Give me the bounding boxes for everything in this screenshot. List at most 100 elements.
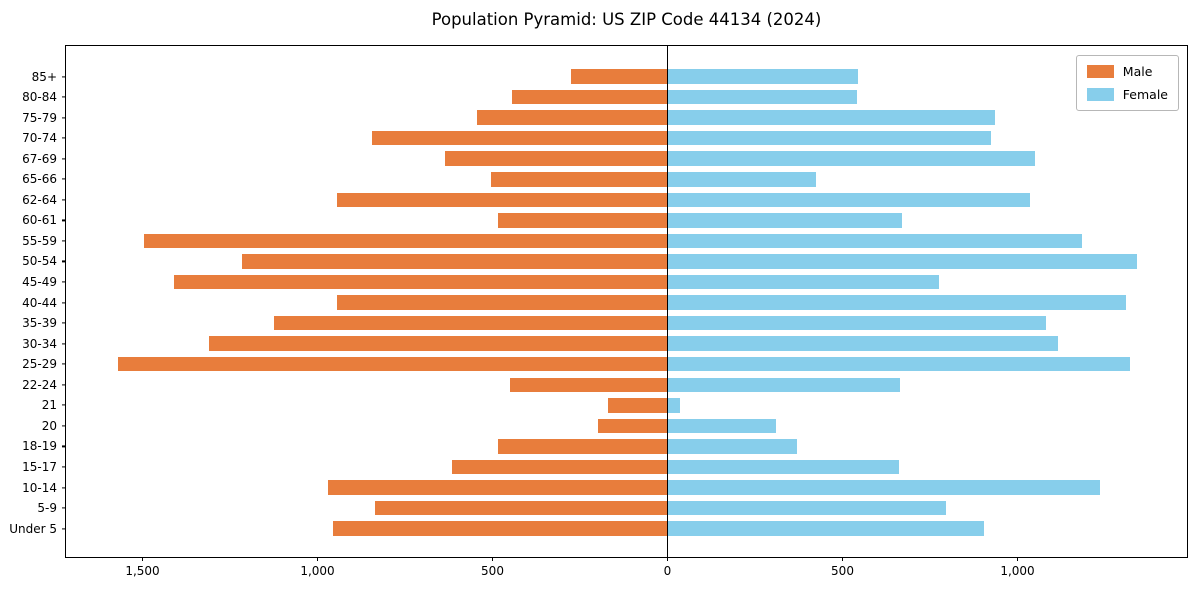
bar-male-60-61 — [497, 213, 668, 228]
xtick-mark-0 — [666, 557, 669, 561]
bar-female-22-24 — [667, 377, 901, 392]
bar-male-75-79 — [476, 110, 668, 125]
bar-male-40-44 — [336, 295, 668, 310]
ytick-label-85: 85+ — [31, 69, 57, 84]
ytick-mark-65-66 — [62, 178, 66, 180]
bar-male-35-39 — [273, 315, 668, 331]
bar-female-25-29 — [667, 356, 1130, 372]
xtick-label-0: 0 — [663, 564, 672, 578]
xtick-mark-1-500 — [141, 557, 144, 561]
bar-male-67-69 — [445, 151, 668, 166]
bar-male-65-66 — [490, 172, 668, 187]
ytick-label-35-39: 35-39 — [22, 316, 57, 331]
bar-male-22-24 — [510, 377, 668, 392]
bar-male-21 — [608, 398, 668, 413]
bar-female-70-74 — [667, 130, 992, 146]
ytick-label-10-14: 10-14 — [22, 480, 57, 495]
ytick-label-25-29: 25-29 — [22, 357, 57, 372]
ytick-mark-62-64 — [62, 199, 66, 201]
bar-female-85 — [667, 69, 859, 84]
ytick-label-60-61: 60-61 — [22, 213, 57, 228]
ytick-mark-55-59 — [62, 240, 66, 242]
ytick-mark-30-34 — [62, 343, 66, 345]
male-color-swatch — [1086, 65, 1114, 78]
ytick-mark-10-14 — [62, 486, 66, 489]
ytick-mark-15-17 — [62, 466, 66, 468]
ytick-label-20: 20 — [41, 418, 57, 433]
ytick-label-50-54: 50-54 — [22, 254, 57, 269]
ytick-label-18-19: 18-19 — [22, 439, 57, 454]
ytick-mark-22-24 — [62, 384, 66, 386]
ytick-mark-40-44 — [62, 301, 66, 304]
bar-male-80-84 — [511, 89, 668, 105]
bar-female-35-39 — [667, 315, 1046, 331]
ytick-label-15-17: 15-17 — [22, 459, 57, 474]
ytick-mark-20 — [62, 425, 66, 427]
xtick-mark-1-000 — [316, 557, 319, 561]
ytick-mark-21 — [62, 404, 66, 406]
ytick-mark-45-49 — [62, 281, 66, 283]
bar-female-55-59 — [667, 233, 1083, 249]
bar-male-15-17 — [452, 459, 668, 475]
ytick-mark-80-84 — [62, 96, 66, 98]
ytick-mark-60-61 — [62, 219, 66, 221]
bar-female-5-9 — [667, 500, 946, 516]
bar-female-30-34 — [667, 336, 1058, 351]
bar-female-50-54 — [667, 254, 1137, 269]
legend-label-male: Male — [1122, 64, 1153, 79]
bar-male-85 — [571, 69, 668, 84]
ytick-label-75-79: 75-79 — [22, 110, 57, 125]
bar-female-10-14 — [667, 480, 1100, 495]
ytick-label-22-24: 22-24 — [22, 377, 57, 392]
bar-female-75-79 — [667, 110, 995, 125]
ytick-label-70-74: 70-74 — [22, 131, 57, 146]
bar-female-15-17 — [667, 459, 899, 475]
ytick-mark-67-69 — [62, 158, 66, 160]
bar-female-20 — [667, 418, 776, 434]
xtick-mark-500 — [491, 557, 494, 561]
bar-female-18-19 — [667, 439, 797, 454]
ytick-label-55-59: 55-59 — [22, 233, 57, 248]
bar-female-80-84 — [667, 89, 857, 105]
bar-male-30-34 — [209, 336, 668, 351]
bar-male-70-74 — [371, 130, 668, 146]
xtick-label-1-000: 1,000 — [1000, 564, 1035, 578]
bar-male-55-59 — [144, 233, 668, 249]
xtick-label-500: 500 — [831, 564, 854, 578]
female-color-swatch — [1086, 88, 1114, 101]
legend-item-female: Female — [1086, 87, 1168, 102]
ytick-mark-25-29 — [62, 363, 66, 365]
bar-male-20 — [597, 418, 668, 434]
bar-female-40-44 — [667, 295, 1126, 310]
bar-male-45-49 — [174, 274, 668, 290]
bar-male-under-5 — [333, 521, 668, 536]
legend-label-female: Female — [1122, 87, 1168, 102]
ytick-label-30-34: 30-34 — [22, 336, 57, 351]
xtick-label-500: 500 — [481, 564, 504, 578]
legend-item-male: Male — [1086, 64, 1168, 79]
xtick-mark-1-000 — [1016, 557, 1019, 561]
bar-female-under-5 — [667, 521, 985, 536]
ytick-label-67-69: 67-69 — [22, 151, 57, 166]
bar-female-45-49 — [667, 274, 939, 290]
ytick-mark-50-54 — [62, 260, 66, 263]
bar-male-50-54 — [242, 254, 668, 269]
ytick-label-40-44: 40-44 — [22, 295, 57, 310]
bar-male-10-14 — [328, 480, 668, 495]
ytick-mark-75-79 — [62, 117, 66, 119]
bar-male-5-9 — [375, 500, 668, 516]
ytick-mark-85 — [62, 75, 66, 78]
bar-female-21 — [667, 398, 680, 413]
chart-title: Population Pyramid: US ZIP Code 44134 (2… — [431, 10, 822, 29]
ytick-label-under-5: Under 5 — [9, 521, 57, 536]
bar-female-67-69 — [667, 151, 1035, 166]
ytick-mark-70-74 — [62, 137, 66, 139]
bar-female-65-66 — [667, 172, 817, 187]
xtick-label-1-000: 1,000 — [300, 564, 335, 578]
bar-male-62-64 — [336, 192, 668, 208]
bar-male-18-19 — [497, 439, 668, 454]
legend: Male Female — [1075, 55, 1179, 111]
bar-male-25-29 — [118, 356, 668, 372]
ytick-label-5-9: 5-9 — [37, 501, 57, 516]
ytick-label-65-66: 65-66 — [22, 172, 57, 187]
